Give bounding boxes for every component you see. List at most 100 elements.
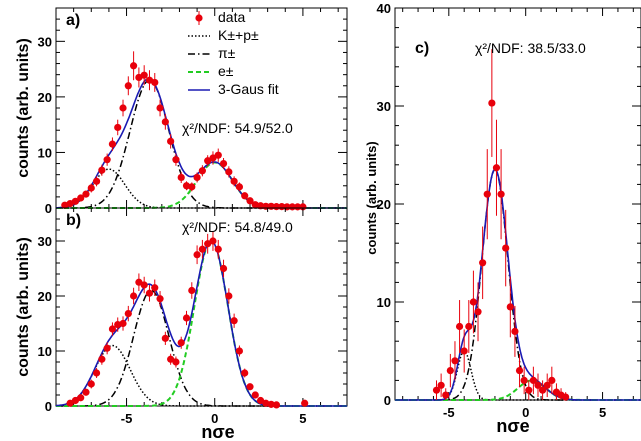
data-point bbox=[140, 281, 148, 289]
data-point bbox=[256, 396, 265, 405]
x-axis-title: nσe bbox=[201, 422, 234, 441]
component-curve-dashdot bbox=[395, 168, 641, 401]
data-point bbox=[209, 154, 217, 162]
panel-b: -5 0 5 0 10 20 30 b) χ²/NDF: 54.8/49.0 counts (ar… bbox=[15, 207, 348, 441]
panel-a: 0 10 20 30 a) χ²/NDF: 54.9/52.0 counts (arb. u… bbox=[15, 7, 348, 216]
data-point bbox=[299, 203, 307, 211]
data-point bbox=[193, 173, 201, 182]
y-axis-title: counts (arb. units) bbox=[15, 38, 32, 178]
x-tick-label: -5 bbox=[121, 411, 133, 426]
data-point bbox=[71, 197, 79, 205]
data-point bbox=[161, 334, 169, 342]
data-point bbox=[103, 344, 111, 352]
x-tick-label: -5 bbox=[443, 405, 455, 420]
data-point bbox=[161, 118, 169, 126]
data-point bbox=[511, 327, 519, 335]
chi2-label: χ²/NDF: 54.9/52.0 bbox=[182, 120, 293, 136]
data-point bbox=[235, 183, 244, 191]
legend-label-data: data bbox=[218, 9, 245, 25]
data-point bbox=[251, 391, 259, 399]
data-point bbox=[167, 137, 175, 145]
y-tick-label: 20 bbox=[38, 90, 52, 105]
data-point bbox=[172, 156, 180, 164]
data-point bbox=[188, 183, 196, 191]
y-tick-label: 20 bbox=[38, 289, 52, 304]
data-point bbox=[135, 278, 143, 286]
component-curve-dotted bbox=[395, 350, 641, 401]
data-point bbox=[529, 376, 537, 384]
panel-label: a) bbox=[66, 12, 80, 29]
y-tick-label: 30 bbox=[377, 99, 391, 114]
data-point bbox=[82, 190, 90, 198]
data-point bbox=[534, 381, 542, 389]
data-point bbox=[235, 347, 244, 355]
y-axis-title: counts (arb. units) bbox=[15, 237, 32, 377]
data-point bbox=[483, 190, 491, 198]
y-tick-label: 20 bbox=[377, 197, 391, 212]
data-point bbox=[465, 322, 473, 331]
component-curve-dashed bbox=[395, 379, 641, 401]
fit-curve bbox=[56, 239, 347, 407]
data-point bbox=[432, 386, 441, 394]
y-tick-label: 30 bbox=[38, 34, 52, 49]
data-point bbox=[92, 177, 101, 185]
data-point bbox=[225, 292, 233, 300]
data-point bbox=[437, 381, 445, 389]
data-point bbox=[488, 99, 496, 107]
y-tick-label: 10 bbox=[38, 344, 52, 359]
data-point bbox=[520, 376, 528, 384]
data-point bbox=[267, 400, 275, 408]
y-tick-label: 0 bbox=[45, 201, 52, 216]
data-point bbox=[474, 308, 482, 316]
x-tick-label: 0 bbox=[211, 411, 218, 426]
data-point bbox=[515, 367, 524, 375]
data-point bbox=[469, 298, 478, 306]
legend-label-pi: π± bbox=[218, 45, 236, 61]
legend-label-e: e± bbox=[218, 63, 234, 79]
data-point bbox=[87, 184, 95, 192]
data-point bbox=[241, 369, 249, 377]
data-point bbox=[98, 355, 106, 363]
data-point bbox=[140, 71, 148, 79]
data-point bbox=[108, 325, 117, 333]
data-point bbox=[460, 347, 468, 355]
data-point bbox=[497, 190, 505, 198]
data-point bbox=[87, 380, 95, 388]
data-point bbox=[177, 339, 185, 347]
x-axis-title: nσe bbox=[496, 416, 529, 436]
panel-label: c) bbox=[415, 40, 429, 57]
data-point bbox=[124, 82, 132, 90]
y-tick-label: 10 bbox=[377, 295, 391, 310]
data-point bbox=[214, 151, 222, 159]
data-point bbox=[124, 310, 132, 318]
data-point bbox=[172, 358, 180, 366]
panel-c: -5 0 5 0 10 20 30 40 c) χ²/NDF: 38.5/33.0 counts (… bbox=[364, 1, 641, 436]
data-point bbox=[301, 399, 309, 407]
data-point bbox=[246, 383, 254, 391]
data-point bbox=[182, 314, 191, 322]
data-point bbox=[246, 197, 254, 205]
y-tick-label: 30 bbox=[38, 234, 52, 249]
data-point bbox=[479, 259, 487, 267]
x-tick-label: 5 bbox=[299, 411, 306, 426]
data-point bbox=[66, 399, 74, 407]
y-tick-label: 0 bbox=[45, 399, 52, 414]
plot-frame bbox=[55, 207, 348, 407]
data-point bbox=[230, 177, 238, 185]
data-point bbox=[188, 286, 196, 295]
data-point bbox=[156, 295, 164, 303]
fit-curve bbox=[395, 168, 641, 401]
data-point bbox=[198, 167, 206, 175]
data-point bbox=[225, 168, 233, 176]
component-curve-dotted bbox=[56, 344, 347, 407]
component-curve-dashdot bbox=[56, 289, 347, 407]
data-point bbox=[288, 203, 296, 211]
data-point bbox=[442, 391, 450, 399]
data-point bbox=[77, 194, 85, 202]
data-point bbox=[204, 240, 212, 248]
data-point bbox=[114, 123, 122, 132]
data-point bbox=[230, 317, 238, 325]
x-tick-label: 5 bbox=[599, 405, 606, 420]
y-tick-label: 0 bbox=[384, 393, 391, 408]
